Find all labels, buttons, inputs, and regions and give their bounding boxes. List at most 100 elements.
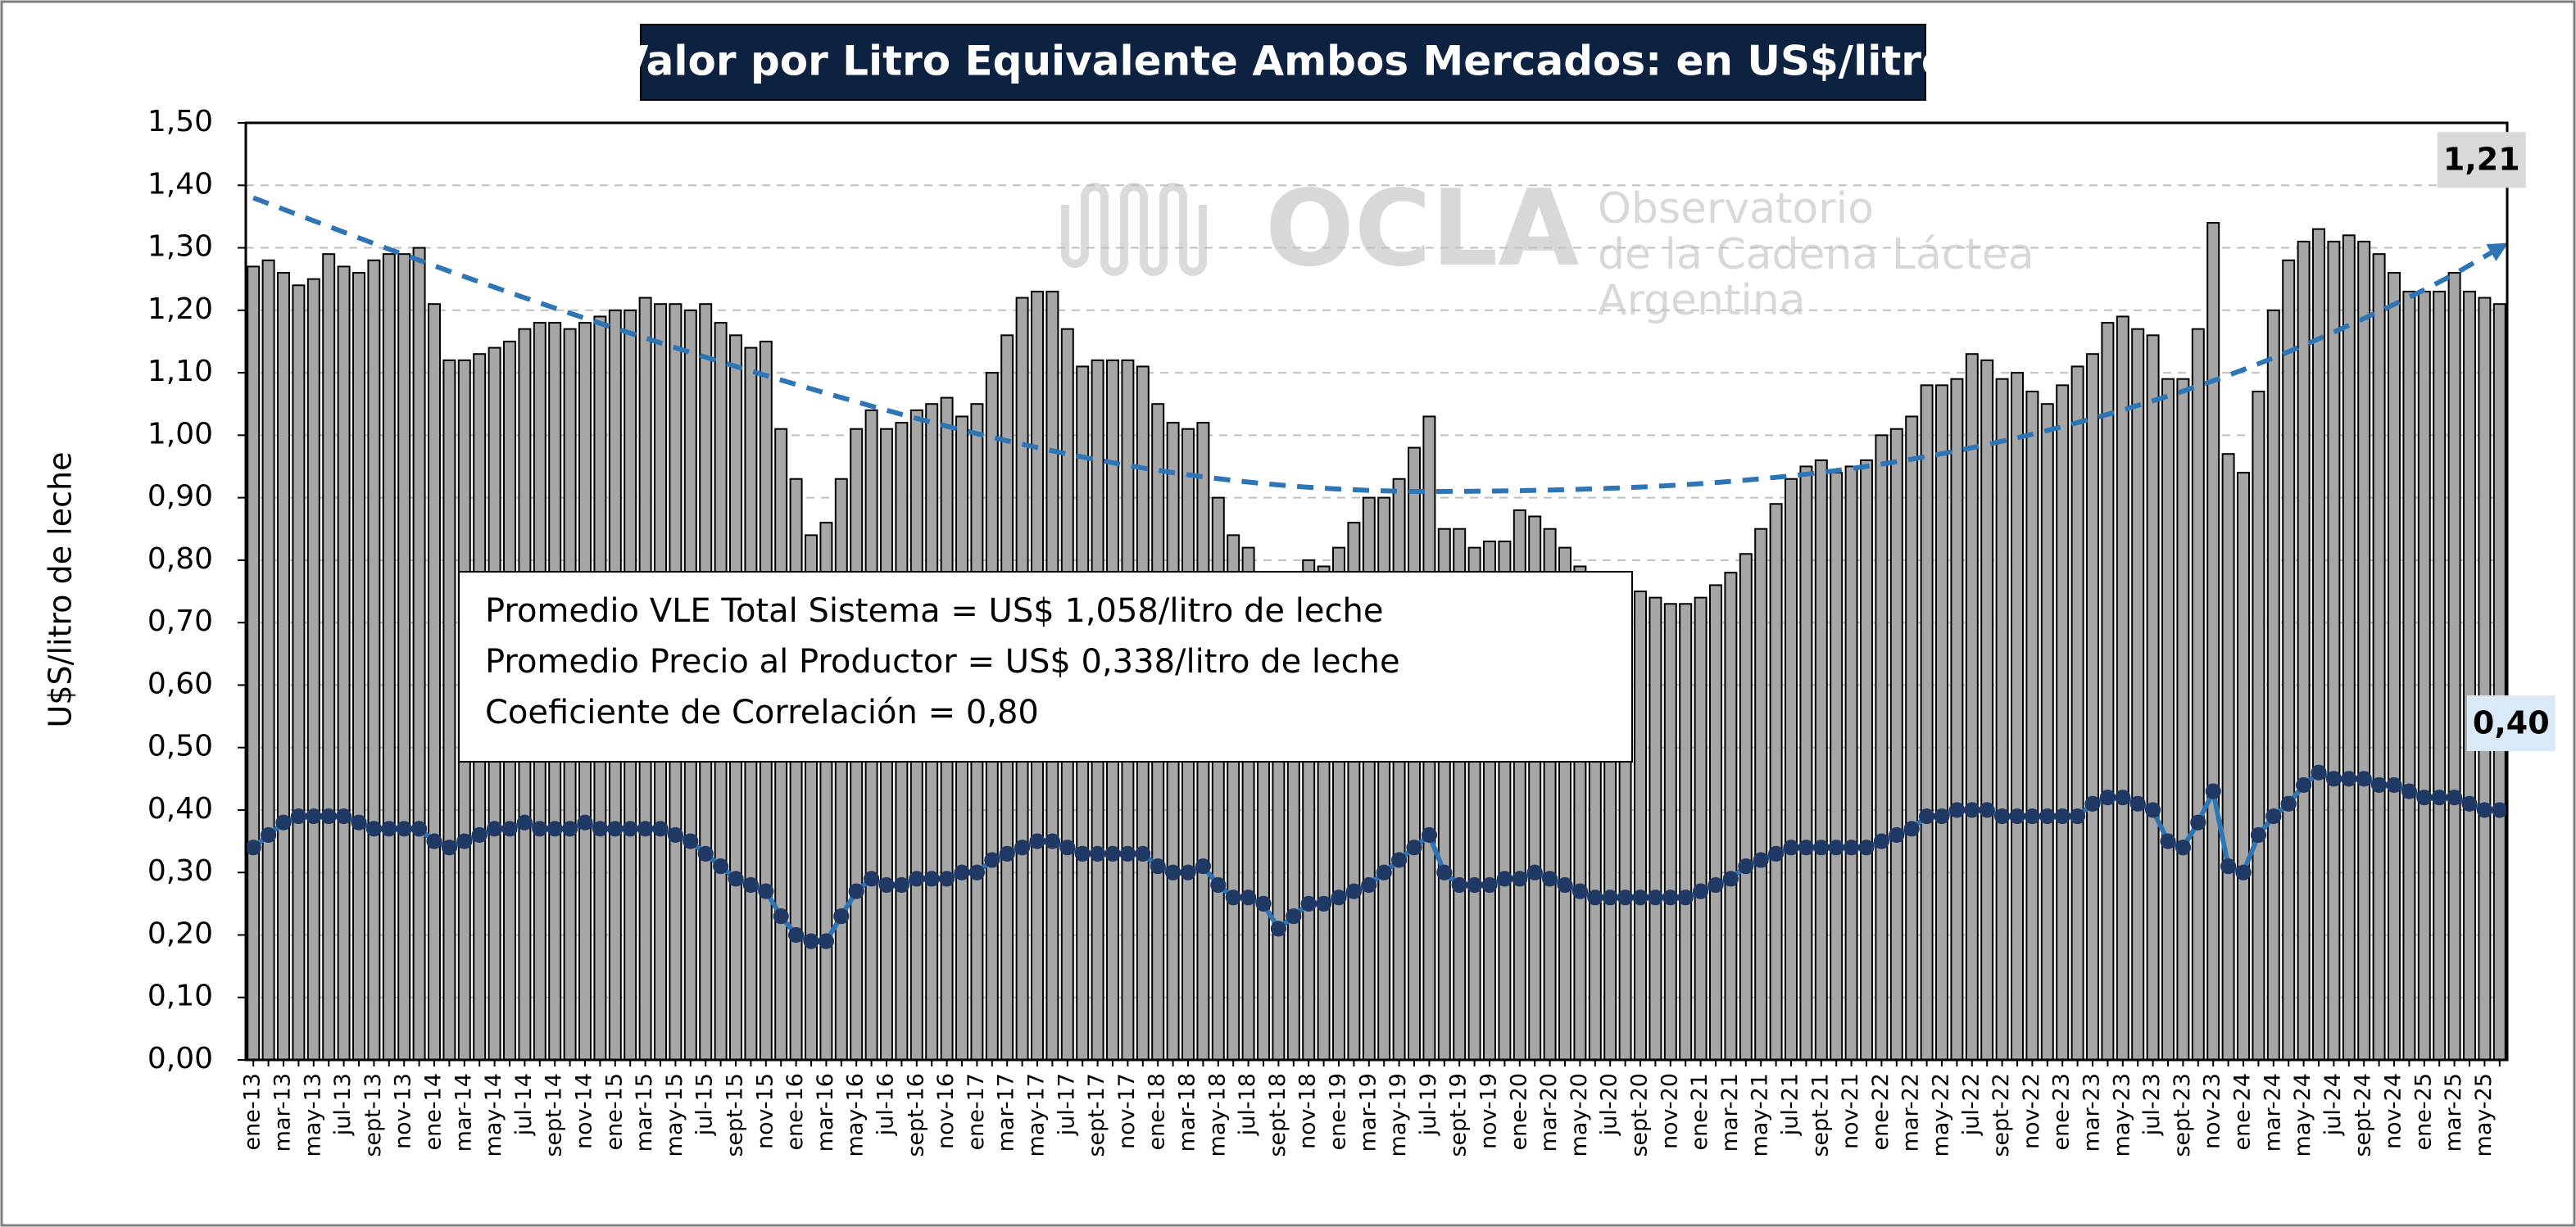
data-label-box [2466,695,2556,751]
x-tick-label: mar-22 [1898,1073,1924,1152]
line-marker [1693,883,1709,899]
bar [397,253,411,1062]
bar [412,247,426,1061]
bar [367,259,381,1061]
line-marker [1602,890,1618,906]
line-marker [2476,802,2492,818]
line-marker [532,821,548,837]
line-marker [1798,840,1814,856]
bar [2056,384,2070,1061]
line-marker [487,821,503,837]
line-marker [1376,864,1392,881]
bar [2191,328,2205,1061]
x-tick-label: may-24 [2290,1073,2315,1157]
line-marker [1436,864,1453,881]
x-tick-label: sept-14 [542,1073,567,1157]
bar [1799,465,1813,1061]
line-marker [320,808,337,825]
line-marker [1994,808,2011,825]
x-tick-label: mar-17 [994,1073,1019,1152]
x-tick-label: sept-21 [1807,1073,1833,1157]
bar [2146,334,2160,1062]
x-tick-label: jul-17 [1054,1073,1079,1136]
line-marker [365,821,382,837]
x-tick-label: nov-22 [2019,1073,2044,1149]
line-marker [878,876,895,894]
bar [2463,290,2476,1062]
x-tick-label: ene-25 [2410,1073,2436,1150]
line-marker [351,814,367,831]
x-tick-label: mar-20 [1536,1073,1562,1152]
line-marker [2280,795,2297,812]
y-tick-label: 1,40 [147,167,213,201]
line-marker [2039,808,2056,825]
bar [2388,272,2401,1062]
line-marker [441,840,458,856]
y-tick-label: 0,80 [147,542,213,576]
x-tick-label: sept-18 [1265,1073,1290,1157]
line-marker [1014,840,1031,856]
line-marker [1210,876,1227,894]
line-marker [1964,802,1980,818]
bar [2492,303,2506,1061]
line-marker [471,826,488,844]
x-tick-label: may-23 [2109,1073,2134,1157]
watermark-text: Argentina [1598,276,1806,325]
bar [1814,459,1828,1061]
bar [1830,472,1844,1061]
line-marker [1844,840,1860,856]
watermark-text: Observatorio [1598,184,1874,233]
x-tick-label: jul-16 [873,1073,899,1136]
bar [306,278,320,1061]
bar [442,359,456,1061]
line-marker [1753,852,1769,868]
line-marker [1783,840,1799,856]
bar [1754,527,1768,1061]
x-tick-label: nov-14 [572,1073,597,1149]
bar [2237,472,2250,1061]
x-tick-label: sept-16 [903,1073,928,1157]
x-tick-label: sept-22 [1989,1073,2014,1157]
line-marker [1481,876,1498,894]
x-tick-label: sept-24 [2351,1073,2376,1157]
line-marker [713,858,729,875]
bar [292,284,306,1061]
line-marker [788,926,805,944]
line-marker [1104,845,1121,862]
line-marker [1029,833,1045,849]
watermark-text: OCLA [1265,168,1579,290]
line-marker [426,833,442,849]
line-marker [1406,840,1422,856]
line-marker [1165,864,1181,881]
y-tick-label: 0,70 [147,604,213,638]
line-marker [803,933,819,949]
x-tick-label: may-18 [1204,1073,1230,1157]
x-tick-label: nov-24 [2381,1073,2406,1149]
line-marker [637,821,654,837]
x-tick-label: mar-13 [270,1073,296,1152]
x-tick-label: ene-17 [964,1073,989,1150]
x-tick-label: ene-19 [1326,1073,1351,1150]
x-tick-label: jul-13 [330,1073,356,1136]
x-tick-label: nov-20 [1657,1073,1682,1149]
bar [2070,365,2084,1061]
line-marker [667,826,684,844]
x-tick-label: ene-20 [1506,1073,1531,1150]
line-marker [1813,840,1830,856]
bar [1844,465,1858,1061]
bar [2101,322,2115,1061]
line-marker [1617,890,1634,906]
line-marker [909,871,925,887]
bar [1980,359,1994,1061]
line-marker [984,852,1000,868]
x-tick-label: jul-14 [511,1073,537,1136]
line-marker [1903,821,1920,837]
line-marker [2160,833,2176,849]
y-tick-label: 0,20 [147,917,213,950]
line-marker [1587,890,1603,906]
watermark-text: de la Cadena Láctea [1598,230,2034,279]
bar [1860,459,1873,1061]
line-marker [1421,826,1437,844]
